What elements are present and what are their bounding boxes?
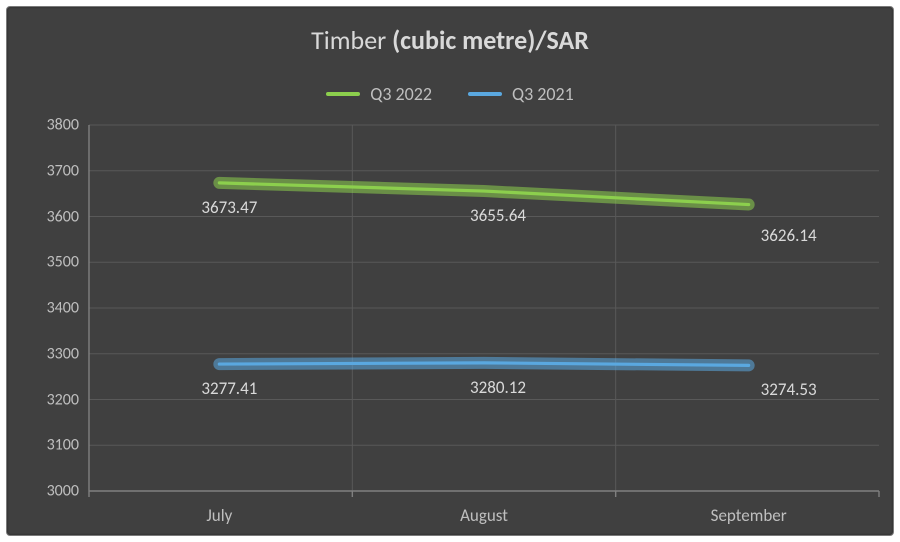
y-tick-label: 3100 <box>7 436 79 455</box>
timber-chart: Timber (cubic metre)/SAR Q3 2022Q3 2021 … <box>6 6 894 536</box>
x-tick-label: September <box>711 505 787 526</box>
y-tick-label: 3800 <box>7 116 79 135</box>
y-tick-label: 3400 <box>7 299 79 318</box>
chart-plot <box>7 7 893 535</box>
data-label: 3280.12 <box>470 377 526 398</box>
x-tick-label: August <box>460 505 508 526</box>
y-tick-label: 3600 <box>7 207 79 226</box>
data-label: 3673.47 <box>201 197 257 218</box>
x-tick-label: July <box>206 505 232 526</box>
y-tick-label: 3300 <box>7 344 79 363</box>
y-tick-label: 3700 <box>7 161 79 180</box>
data-label: 3277.41 <box>201 378 257 399</box>
y-tick-label: 3500 <box>7 253 79 272</box>
data-label: 3274.53 <box>761 379 817 400</box>
data-label: 3626.14 <box>761 225 817 246</box>
data-label: 3655.64 <box>470 205 526 226</box>
y-tick-label: 3200 <box>7 390 79 409</box>
y-tick-label: 3000 <box>7 482 79 501</box>
